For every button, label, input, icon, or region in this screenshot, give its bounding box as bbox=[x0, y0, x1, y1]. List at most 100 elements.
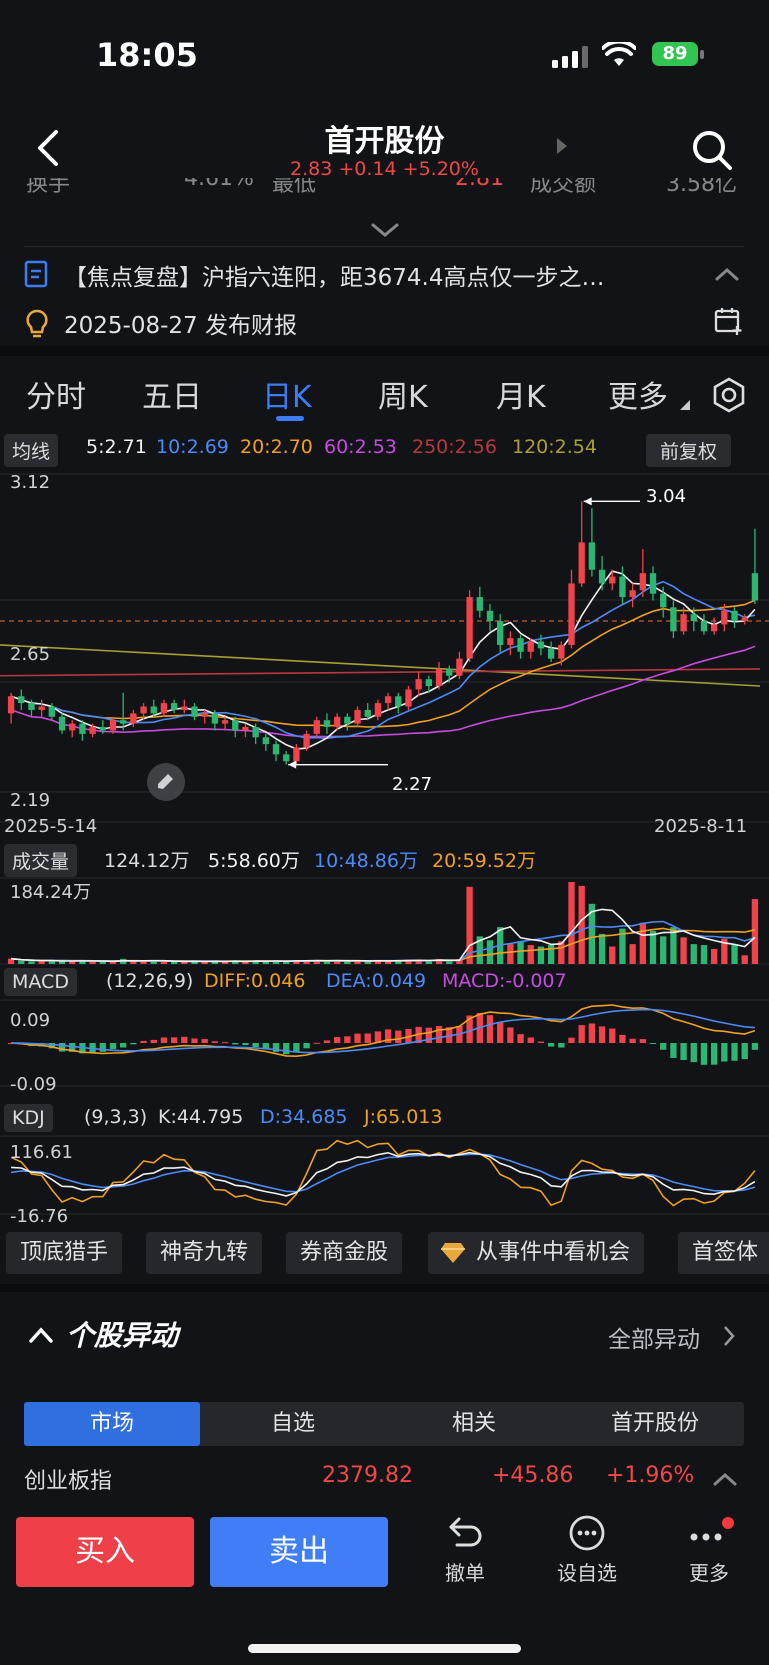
segment-watchlist[interactable]: 自选 bbox=[270, 1411, 315, 1436]
moving-average-legend: 均线 5:2.71 10:2.69 20:2.70 60:2.53 250:2.… bbox=[0, 434, 769, 467]
report-notice[interactable]: 2025-08-27 发布财报 bbox=[64, 313, 297, 339]
candle-body bbox=[435, 668, 443, 686]
candle-body bbox=[99, 727, 106, 731]
macd-bar bbox=[58, 1043, 66, 1052]
buy-button[interactable]: 买入 bbox=[16, 1517, 194, 1587]
volume-bar bbox=[670, 927, 677, 964]
draw-tool-icon[interactable] bbox=[146, 762, 186, 802]
back-icon[interactable] bbox=[34, 128, 64, 168]
ma-selector[interactable]: 均线 bbox=[4, 434, 59, 467]
tab-daily-k[interactable]: 日K bbox=[262, 380, 312, 415]
chevron-right-icon[interactable] bbox=[722, 1324, 736, 1348]
volume-bar bbox=[191, 960, 198, 964]
more-circle-icon bbox=[569, 1515, 605, 1551]
cancel-order-action[interactable]: 撤单 bbox=[420, 1515, 510, 1586]
volume-bar bbox=[547, 945, 555, 964]
feature-tag-bar: 顶底猎手 神奇九转 券商金股 从事件中看机会 首签体 bbox=[0, 1232, 769, 1276]
calendar-add-icon[interactable] bbox=[714, 306, 744, 336]
candle-body bbox=[619, 576, 626, 598]
adjust-selector[interactable]: 前复权 bbox=[646, 434, 732, 467]
macd-bar bbox=[568, 1037, 575, 1043]
collapse-icon[interactable] bbox=[714, 266, 740, 282]
search-icon[interactable] bbox=[690, 128, 734, 172]
settings-icon[interactable] bbox=[710, 376, 748, 414]
tag-bottom-hunter[interactable]: 顶底猎手 bbox=[6, 1232, 123, 1274]
volume-bar bbox=[710, 948, 718, 964]
battery-indicator: 89 bbox=[652, 42, 698, 66]
macd-bar bbox=[425, 1027, 433, 1043]
tag-nine-turn[interactable]: 神奇九转 bbox=[146, 1232, 263, 1274]
volume-selector[interactable]: 成交量 bbox=[4, 844, 78, 877]
tab-five-day[interactable]: 五日 bbox=[142, 380, 202, 415]
volume-bar bbox=[283, 961, 290, 964]
tag-broker-stock[interactable]: 券商金股 bbox=[286, 1232, 403, 1274]
tag-event-opportunity[interactable]: 从事件中看机会 bbox=[428, 1232, 645, 1274]
macd-bar bbox=[700, 1043, 708, 1065]
kdj-k: K:44.795 bbox=[158, 1106, 244, 1128]
segment-market[interactable]: 市场 bbox=[24, 1402, 200, 1446]
bottom-action-bar: 买入 卖出 撤单 设自选 更多 bbox=[0, 1505, 769, 1665]
macd-bar bbox=[497, 1022, 504, 1043]
tag-first-sign[interactable]: 首签体 bbox=[678, 1232, 769, 1274]
kline-svg[interactable] bbox=[0, 464, 769, 1224]
candle-body bbox=[568, 583, 575, 645]
volume-bar bbox=[28, 961, 35, 964]
add-watchlist-label: 设自选 bbox=[557, 1561, 617, 1585]
tab-more[interactable]: 更多 bbox=[608, 380, 668, 415]
candle-body bbox=[547, 648, 555, 659]
volume-bar bbox=[598, 933, 606, 964]
kdj-selector[interactable]: KDJ bbox=[4, 1104, 53, 1132]
cancel-order-label: 撤单 bbox=[445, 1561, 485, 1585]
macd-bar bbox=[374, 1031, 382, 1043]
candle-body bbox=[721, 610, 728, 625]
macd-bar bbox=[344, 1036, 351, 1043]
news-icon bbox=[24, 260, 48, 288]
volume-ma10: 10:48.86万 bbox=[314, 850, 418, 872]
segment-related[interactable]: 相关 bbox=[451, 1411, 496, 1436]
ma250-value: 250:2.56 bbox=[412, 436, 497, 458]
macd-selector[interactable]: MACD bbox=[4, 968, 77, 996]
volume-bar bbox=[680, 937, 687, 964]
volume-bar bbox=[58, 960, 66, 964]
candle-body bbox=[170, 703, 178, 710]
tab-weekly-k[interactable]: 周K bbox=[378, 380, 428, 415]
macd-bar bbox=[547, 1043, 555, 1047]
macd-bar bbox=[609, 1028, 616, 1043]
kdj-k-line bbox=[11, 1151, 756, 1197]
tab-intraday[interactable]: 分时 bbox=[26, 380, 86, 415]
kline-chart-area[interactable]: 3.12 2.65 2.19 3.04 2.27 2025-5-14 2025-… bbox=[0, 464, 769, 1227]
kdj-j: J:65.013 bbox=[364, 1106, 443, 1128]
volume-bar bbox=[568, 882, 575, 964]
sell-button[interactable]: 卖出 bbox=[210, 1517, 388, 1587]
candle-body bbox=[649, 573, 657, 594]
kdj-top-label: 116.61 bbox=[10, 1142, 73, 1163]
collapse-section-icon[interactable] bbox=[28, 1326, 54, 1344]
add-watchlist-action[interactable]: 设自选 bbox=[542, 1515, 632, 1586]
segment-stock[interactable]: 首开股份 bbox=[610, 1411, 699, 1436]
news-headline[interactable]: 【焦点复盘】沪指六连阳，距3674.4高点仅一步之… bbox=[64, 265, 605, 291]
abnormal-segment-control: 市场 自选 相关 首开股份 bbox=[24, 1402, 744, 1446]
kdj-legend: KDJ (9,3,3) K:44.795 D:34.685 J:65.013 bbox=[0, 1104, 769, 1132]
next-stock-icon[interactable] bbox=[554, 136, 570, 156]
volume-bar bbox=[109, 960, 117, 964]
tab-monthly-k[interactable]: 月K bbox=[496, 380, 546, 415]
collapse-index-icon[interactable] bbox=[712, 1471, 738, 1487]
volume-bar bbox=[7, 958, 15, 964]
more-action[interactable]: 更多 bbox=[664, 1515, 754, 1586]
volume-bar bbox=[660, 936, 667, 964]
macd-bar bbox=[619, 1034, 626, 1043]
volume-bar bbox=[731, 945, 738, 964]
volume-bar bbox=[446, 961, 453, 964]
all-abnormal-link[interactable]: 全部异动 bbox=[608, 1327, 700, 1353]
volume-bar bbox=[690, 944, 697, 964]
macd-bar bbox=[211, 1041, 219, 1043]
volume-bar bbox=[232, 960, 239, 964]
index-row[interactable]: 创业板指 2379.82 +45.86 +1.96% bbox=[0, 1455, 769, 1499]
expand-quote-icon[interactable] bbox=[370, 222, 400, 238]
volume-bar bbox=[140, 961, 147, 964]
home-indicator bbox=[248, 1644, 521, 1653]
volume-bar bbox=[303, 960, 310, 964]
ma250-line bbox=[0, 668, 761, 677]
volume-bar bbox=[99, 961, 106, 964]
candle-body bbox=[741, 617, 748, 622]
